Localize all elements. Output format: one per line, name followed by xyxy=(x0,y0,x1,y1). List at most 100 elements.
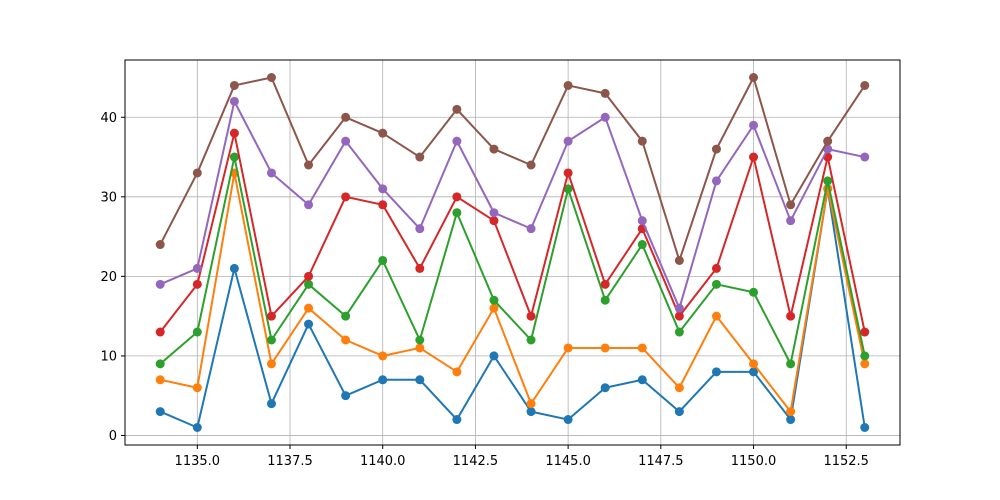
data-point xyxy=(823,136,833,146)
series-5 xyxy=(155,96,870,313)
data-point xyxy=(304,319,314,329)
data-point xyxy=(749,120,759,130)
series-6 xyxy=(155,73,870,265)
data-point xyxy=(452,367,462,377)
data-point xyxy=(749,287,759,297)
x-tick-label: 1140.0 xyxy=(360,454,406,469)
data-point xyxy=(674,407,684,417)
data-point xyxy=(192,168,202,178)
data-point xyxy=(489,208,499,218)
series-4 xyxy=(155,128,870,337)
data-point xyxy=(674,383,684,393)
data-point xyxy=(266,399,276,409)
data-point xyxy=(749,152,759,162)
data-point xyxy=(266,335,276,345)
data-point xyxy=(526,224,536,234)
data-point xyxy=(489,216,499,226)
series-line xyxy=(159,132,866,333)
data-point xyxy=(860,80,870,90)
data-point xyxy=(304,279,314,289)
data-point xyxy=(378,351,388,361)
data-point xyxy=(711,176,721,186)
data-point xyxy=(711,144,721,154)
data-point xyxy=(155,327,165,337)
data-point xyxy=(415,152,425,162)
axis-ticks: 1135.0 1137.5 1140.0 1142.5 1145.0 1147.5 1150… xyxy=(100,111,869,469)
data-point xyxy=(600,279,610,289)
data-point xyxy=(266,359,276,369)
data-point xyxy=(452,192,462,202)
y-tick-label: 30 xyxy=(100,190,117,205)
plot-frame xyxy=(124,59,901,446)
series-line xyxy=(159,187,866,429)
data-point xyxy=(415,375,425,385)
data-point xyxy=(637,375,647,385)
data-point xyxy=(860,359,870,369)
data-point xyxy=(415,335,425,345)
data-point xyxy=(378,255,388,265)
data-point xyxy=(749,367,759,377)
data-point xyxy=(786,200,796,210)
data-point xyxy=(526,407,536,417)
data-point xyxy=(415,343,425,353)
data-point xyxy=(304,271,314,281)
data-point xyxy=(155,359,165,369)
data-point xyxy=(489,351,499,361)
data-point xyxy=(229,263,239,273)
data-point xyxy=(192,279,202,289)
data-point xyxy=(563,80,573,90)
data-point xyxy=(341,112,351,122)
data-point xyxy=(489,144,499,154)
data-point xyxy=(674,303,684,313)
y-tick-label: 40 xyxy=(100,111,117,126)
series-line xyxy=(159,100,865,310)
data-point xyxy=(563,415,573,425)
data-point xyxy=(192,263,202,273)
data-point xyxy=(749,73,759,82)
data-point xyxy=(452,136,462,146)
data-point xyxy=(637,240,647,250)
series-line xyxy=(159,76,866,262)
data-point xyxy=(229,96,239,106)
data-point xyxy=(489,295,499,305)
data-point xyxy=(600,383,610,393)
data-point xyxy=(378,184,388,194)
data-point xyxy=(155,240,165,250)
data-point xyxy=(786,359,796,369)
y-tick-label: 20 xyxy=(100,270,117,285)
x-tick-label: 1150.0 xyxy=(731,454,777,469)
data-point xyxy=(304,160,314,170)
data-point xyxy=(600,88,610,98)
data-point xyxy=(637,343,647,353)
data-point xyxy=(526,160,536,170)
data-point xyxy=(304,200,314,210)
data-point xyxy=(341,391,351,401)
data-point xyxy=(341,192,351,202)
x-tick-label: 1145.0 xyxy=(545,454,591,469)
series-2 xyxy=(155,168,870,417)
data-point xyxy=(674,255,684,265)
series-3 xyxy=(155,152,870,369)
data-point xyxy=(526,335,536,345)
series-lines xyxy=(155,73,870,432)
data-point xyxy=(563,184,573,194)
data-point xyxy=(192,327,202,337)
data-point xyxy=(192,423,202,432)
y-tick-label: 0 xyxy=(109,429,117,444)
data-point xyxy=(860,152,870,162)
data-point xyxy=(452,104,462,114)
data-point xyxy=(452,415,462,425)
data-point xyxy=(415,224,425,234)
data-point xyxy=(341,335,351,345)
x-tick-label: 1135.0 xyxy=(175,454,221,469)
data-point xyxy=(711,279,721,289)
data-point xyxy=(711,311,721,321)
data-point xyxy=(526,311,536,321)
data-point xyxy=(563,343,573,353)
x-tick-label: 1142.5 xyxy=(453,454,499,469)
data-point xyxy=(266,311,276,321)
data-point xyxy=(860,423,870,432)
data-point xyxy=(341,311,351,321)
data-point xyxy=(711,263,721,273)
